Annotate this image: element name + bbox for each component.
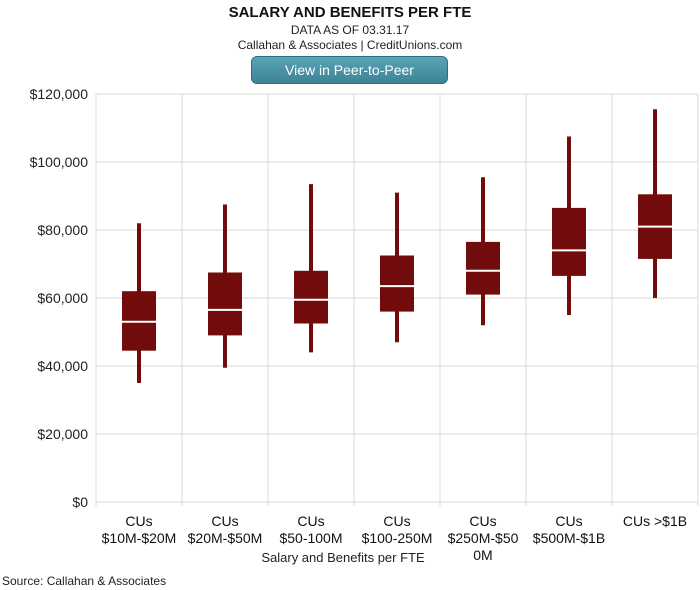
x-category-label: CUs >$1B — [623, 513, 687, 529]
y-tick-label: $120,000 — [30, 86, 89, 102]
x-axis-labels: CUs $10M-$20M CUs $20M-$50M CUs $50-100M CUs $1… — [102, 513, 687, 563]
view-in-peer-to-peer-button[interactable]: View in Peer-to-Peer — [251, 56, 448, 84]
y-tick-label: $80,000 — [37, 222, 88, 238]
x-category-label: CUs $50-100M — [279, 513, 342, 546]
source-note: Source: Callahan & Associates — [2, 574, 167, 588]
y-tick-label: $100,000 — [30, 154, 89, 170]
y-tick-label: $40,000 — [37, 358, 88, 374]
y-tick-label: $20,000 — [37, 426, 88, 442]
box — [466, 241, 500, 295]
gridlines — [95, 93, 699, 506]
x-category-label: CUs $500M-$1B — [533, 513, 605, 546]
box — [380, 255, 414, 312]
y-axis-ticks: $0 $20,000 $40,000 $60,000 $80,000 $100,000 $1… — [30, 86, 89, 510]
x-category-label: CUs $10M-$20M — [102, 513, 177, 546]
x-category-label: CUs $20M-$50M — [188, 513, 263, 546]
x-category-label: CUs $100-250M — [362, 513, 433, 546]
x-category-label: CUs $250M-$50 0M — [448, 513, 519, 563]
box — [294, 270, 328, 324]
y-tick-label: $60,000 — [37, 290, 88, 306]
chart-credit: Callahan & Associates | CreditUnions.com — [237, 38, 463, 52]
boxes — [122, 109, 672, 383]
x-axis-title: Salary and Benefits per FTE — [261, 550, 425, 565]
box — [208, 272, 242, 336]
box — [552, 207, 586, 276]
chart-subtitle: DATA AS OF 03.31.17 — [290, 23, 410, 37]
chart-title: SALARY AND BENEFITS PER FTE — [228, 4, 472, 21]
y-tick-label: $0 — [72, 494, 88, 510]
